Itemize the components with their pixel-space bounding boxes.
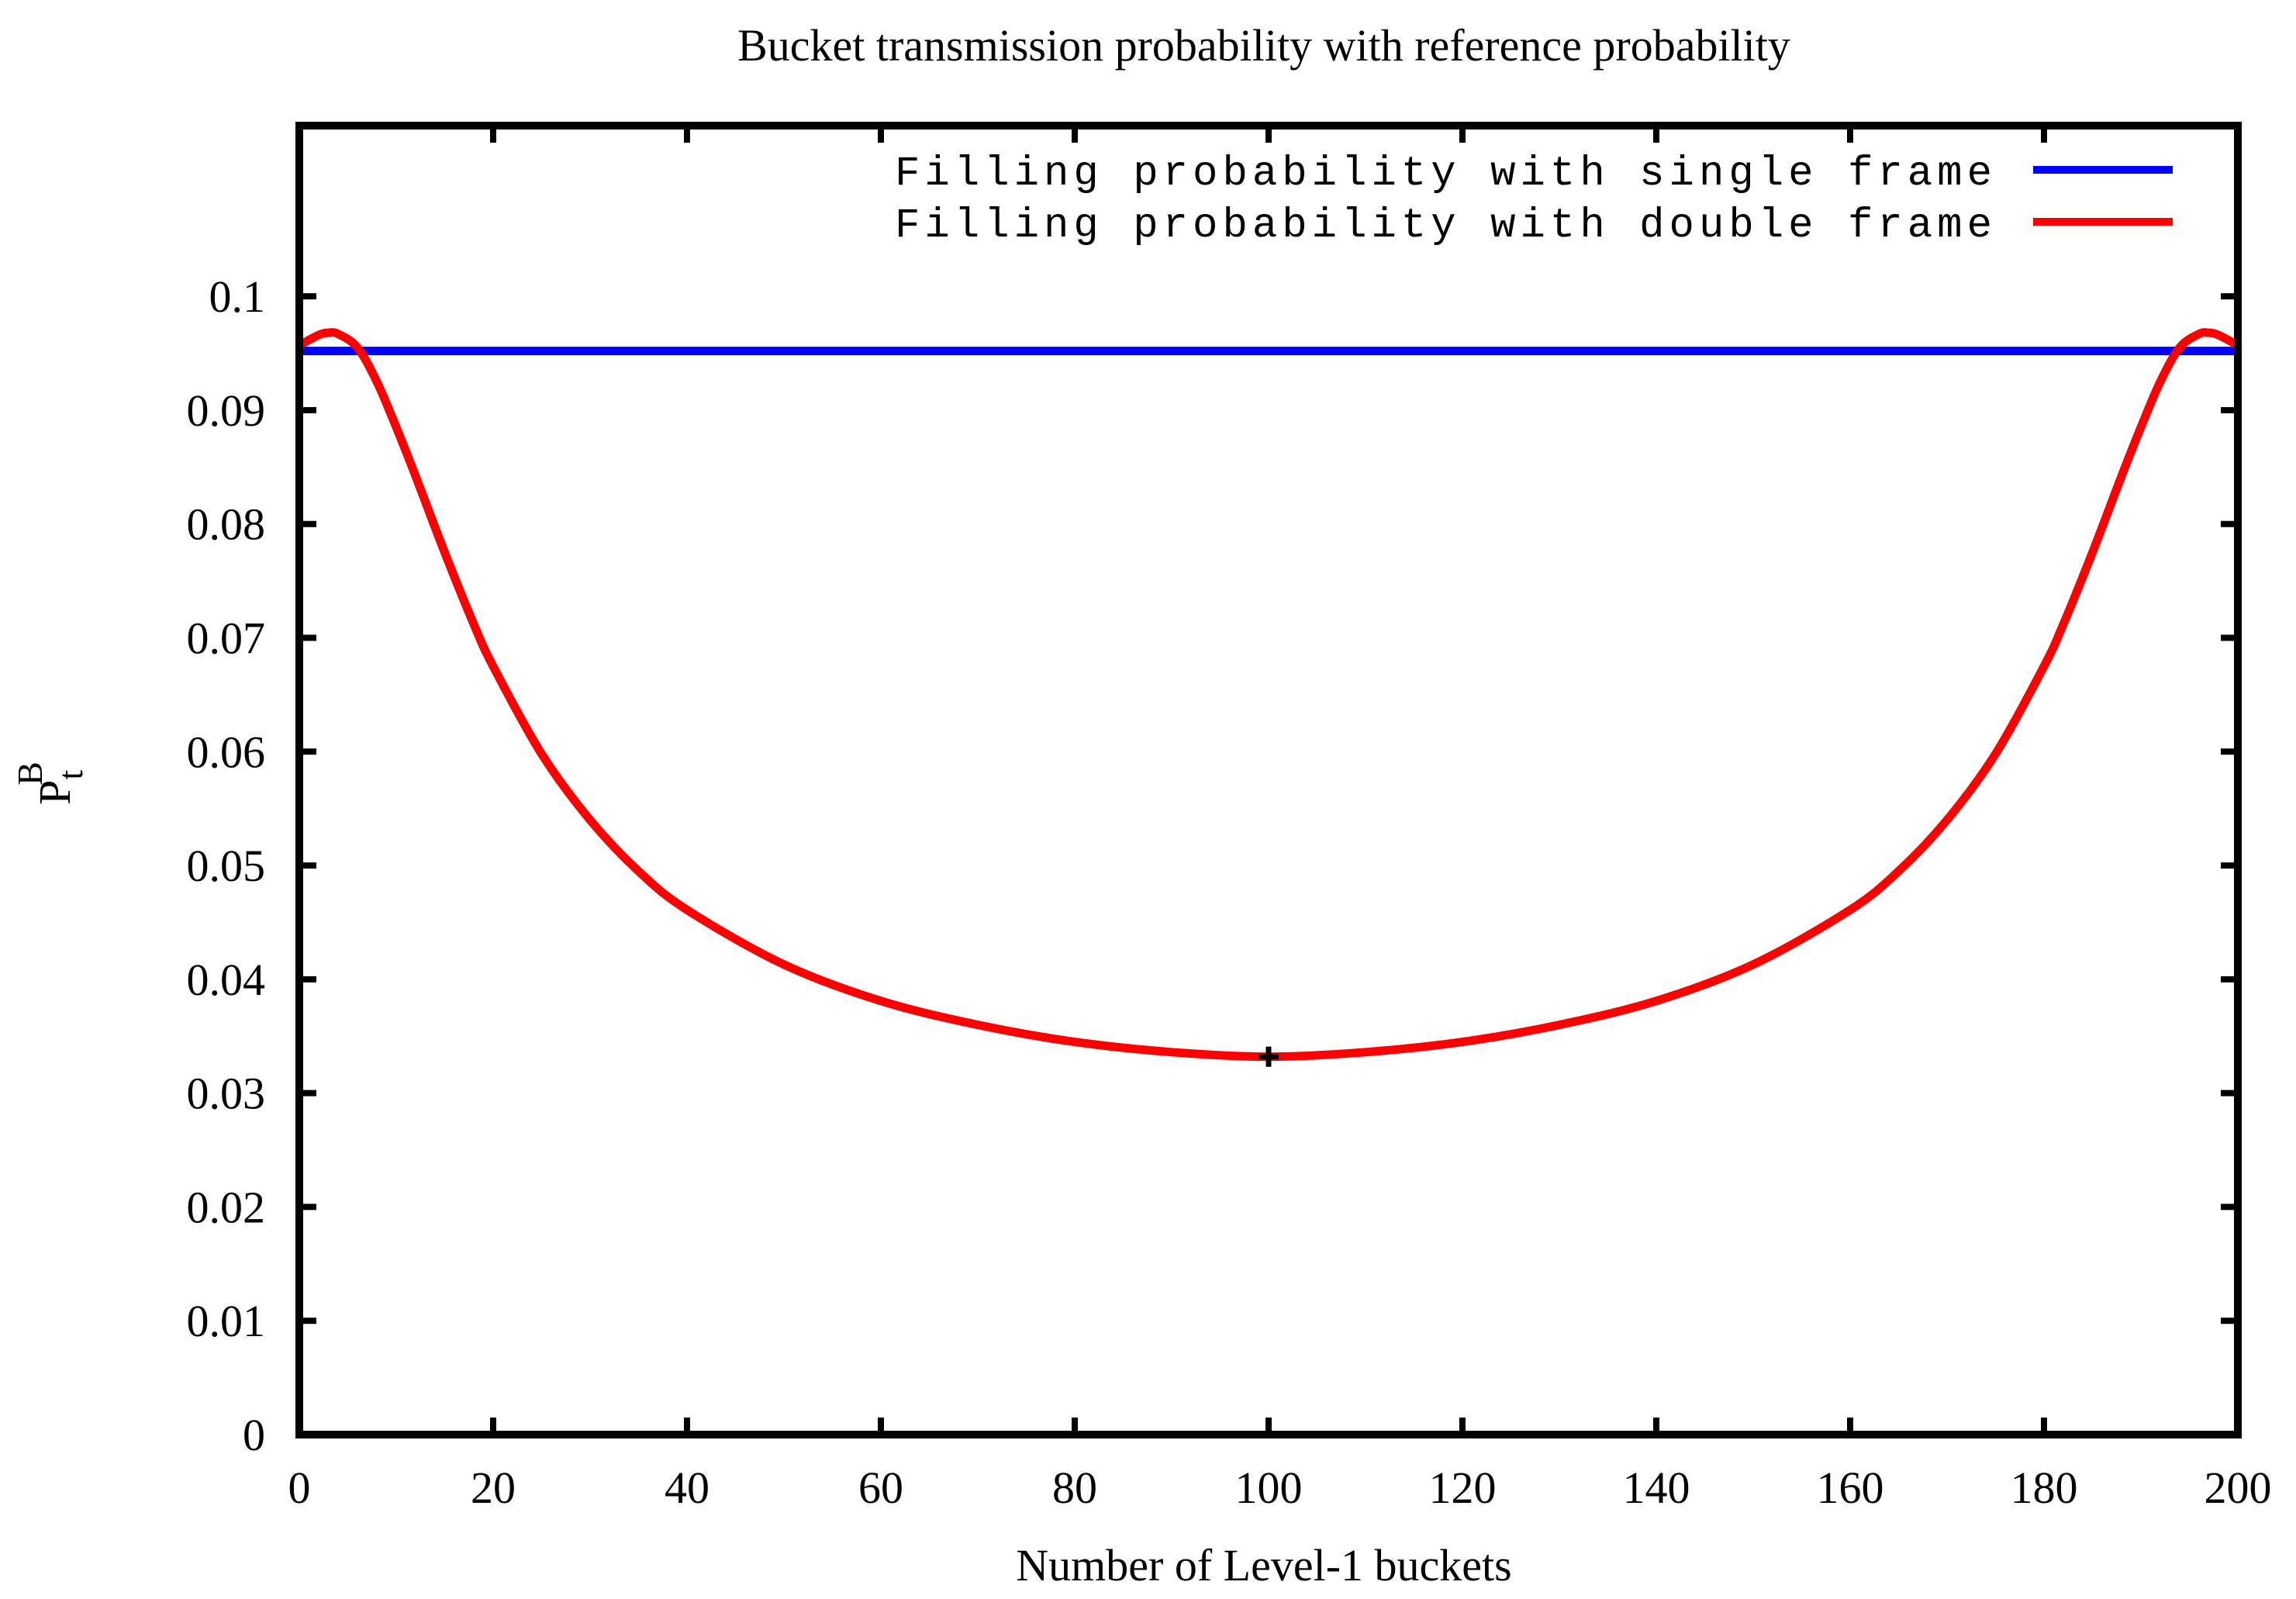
x-tick-label: 100 bbox=[1235, 1463, 1303, 1513]
y-tick-label: 0.03 bbox=[187, 1069, 266, 1119]
y-tick-label: 0.06 bbox=[187, 727, 266, 777]
legend-entry-single: Filling probability with single frame bbox=[895, 150, 2173, 198]
x-tick-label: 140 bbox=[1623, 1463, 1690, 1513]
x-tick-label: 40 bbox=[665, 1463, 710, 1513]
data-point-marker bbox=[1258, 1046, 1279, 1067]
x-axis-label: Number of Level-1 buckets bbox=[1016, 1540, 1511, 1590]
y-tick-labels: 0 0.01 0.02 0.03 0.04 0.05 0.06 0.07 0.08 0.09 0.1 bbox=[187, 271, 266, 1460]
x-tick-label: 20 bbox=[471, 1463, 516, 1513]
y-tick-label: 0.1 bbox=[209, 271, 266, 322]
x-tick-label: 200 bbox=[2205, 1463, 2272, 1513]
legend-entry-double: Filling probability with double frame bbox=[895, 202, 2173, 250]
axis-ticks bbox=[296, 126, 2241, 1438]
x-tick-label: 180 bbox=[2011, 1463, 2078, 1513]
series-line-double-frame bbox=[297, 328, 2240, 1062]
plot-frame bbox=[295, 122, 2242, 1438]
legend-label-double: Filling probability with double frame bbox=[895, 202, 1997, 250]
y-tick-label: 0.07 bbox=[187, 613, 266, 664]
plot-area bbox=[297, 328, 2240, 1067]
x-tick-label: 160 bbox=[1817, 1463, 1884, 1513]
x-tick-labels: 0 20 40 60 80 100 120 140 160 180 200 bbox=[288, 1463, 2272, 1513]
y-tick-label: 0.02 bbox=[187, 1182, 266, 1232]
x-tick-label: 80 bbox=[1052, 1463, 1097, 1513]
y-tick-label: 0.08 bbox=[187, 499, 266, 550]
y-tick-label: 0 bbox=[243, 1410, 265, 1460]
y-tick-label: 0.01 bbox=[187, 1296, 266, 1346]
y-tick-label: 0.04 bbox=[187, 955, 266, 1005]
y-axis-label-sup: B bbox=[10, 762, 50, 786]
legend: Filling probability with single frame Fi… bbox=[895, 150, 2173, 250]
x-tick-label: 0 bbox=[288, 1463, 311, 1513]
y-tick-label: 0.05 bbox=[187, 841, 266, 891]
svg-text:PtB: PtB bbox=[10, 762, 90, 805]
y-tick-label: 0.09 bbox=[187, 385, 266, 436]
legend-label-single: Filling probability with single frame bbox=[895, 150, 1997, 198]
chart-title: Bucket transmission probability with ref… bbox=[737, 20, 1790, 71]
y-axis-label: PtB bbox=[10, 762, 90, 805]
y-axis-label-base: P bbox=[29, 780, 80, 805]
x-tick-label: 120 bbox=[1429, 1463, 1497, 1513]
x-tick-label: 60 bbox=[858, 1463, 903, 1513]
y-axis-label-sub: t bbox=[50, 770, 90, 780]
